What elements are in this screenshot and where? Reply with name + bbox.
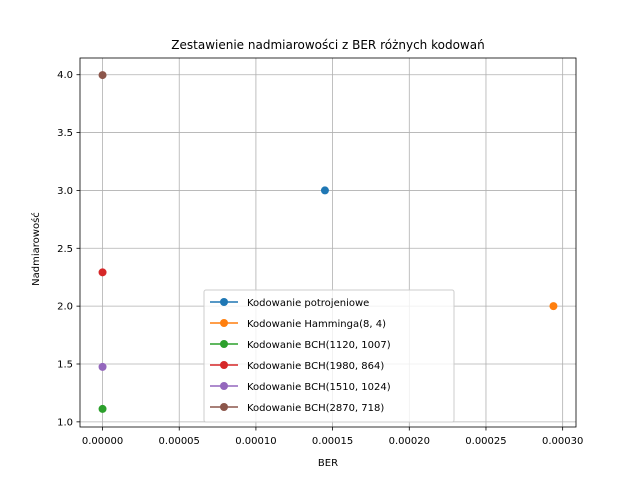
legend-label: Kodowanie BCH(2870, 718) (247, 403, 384, 414)
y-tick-label: 1.5 (57, 359, 73, 370)
data-points (98, 71, 558, 413)
x-tick-label: 0.00030 (542, 436, 583, 447)
legend-frame (203, 289, 455, 423)
legend-marker (220, 340, 228, 348)
y-tick-label: 4.0 (57, 70, 73, 81)
x-tick-label: 0.00015 (312, 436, 353, 447)
legend-entry: Kodowanie BCH(2870, 718) (210, 403, 384, 414)
y-tick-label: 3.0 (57, 186, 73, 197)
x-tick-label: 0.00000 (82, 436, 123, 447)
legend-entry: Kodowanie potrojeniowe (210, 298, 369, 309)
legend-marker (220, 361, 228, 369)
data-point-series-3 (98, 404, 107, 413)
legend-entry: Kodowanie Hamminga(8, 4) (210, 319, 386, 330)
x-tick-label: 0.00025 (465, 436, 506, 447)
data-point-series-6 (98, 71, 107, 80)
x-tick-label: 0.00020 (389, 436, 430, 447)
x-axis-label: BER (318, 458, 338, 469)
legend-label: Kodowanie Hamminga(8, 4) (247, 319, 386, 330)
legend-marker (220, 403, 228, 411)
y-axis-label: Nadmiarowość (30, 212, 42, 286)
legend-entry: Kodowanie BCH(1120, 1007) (210, 340, 391, 351)
y-tick-label: 1.0 (57, 417, 73, 428)
legend: Kodowanie potrojeniowe Kodowanie Hamminga… (203, 289, 455, 423)
legend-marker (220, 298, 228, 306)
legend-items: Kodowanie potrojeniowe Kodowanie Hamminga… (210, 298, 391, 414)
legend-label: Kodowanie BCH(1510, 1024) (247, 382, 391, 393)
legend-entry: Kodowanie BCH(1980, 864) (210, 361, 384, 372)
legend-label: Kodowanie BCH(1120, 1007) (247, 340, 391, 351)
legend-label: Kodowanie BCH(1980, 864) (247, 361, 384, 372)
legend-entry: Kodowanie BCH(1510, 1024) (210, 382, 391, 393)
x-tick-label: 0.00005 (159, 436, 200, 447)
x-axis: 0.00000 0.00005 0.00010 0.00015 0.00020 0.000… (82, 427, 583, 447)
y-tick-label: 2.5 (57, 244, 73, 255)
legend-marker (220, 382, 228, 390)
y-tick-label: 2.0 (57, 302, 73, 313)
legend-marker (220, 319, 228, 327)
y-tick-label: 3.5 (57, 128, 73, 139)
y-axis: 1.0 1.5 2.0 2.5 3.0 3.5 4.0 (57, 70, 80, 428)
x-tick-label: 0.00010 (235, 436, 276, 447)
data-point-series-5 (98, 362, 107, 371)
legend-label: Kodowanie potrojeniowe (247, 298, 369, 309)
plot-frame (79, 57, 577, 428)
data-point-series-4 (98, 268, 107, 277)
chart-title: Zestawienie nadmiarowości z BER różnych … (171, 38, 484, 52)
data-point-series-1 (320, 186, 329, 195)
data-point-series-2 (549, 302, 558, 311)
